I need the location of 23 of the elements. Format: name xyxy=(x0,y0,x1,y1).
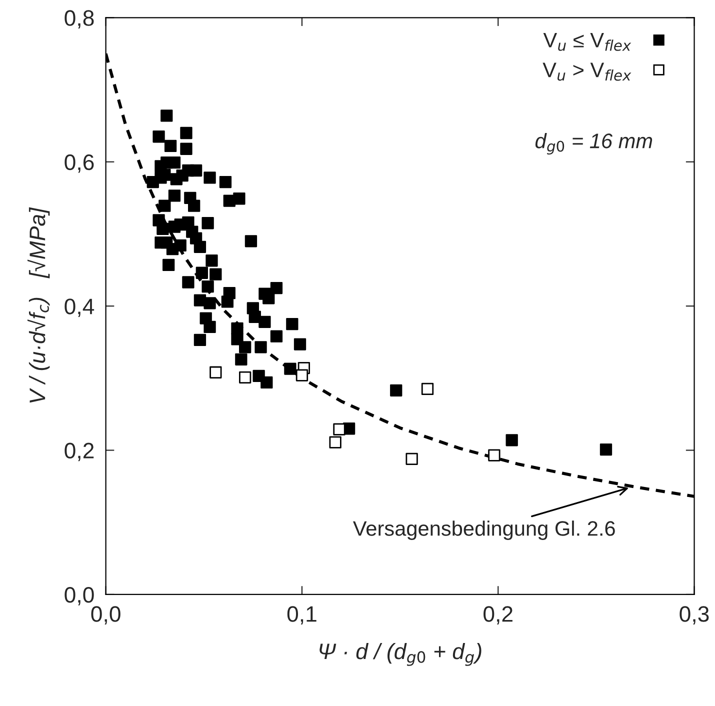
x-tick-label: 0,3 xyxy=(680,606,709,625)
point xyxy=(488,449,500,462)
point xyxy=(329,436,342,448)
point xyxy=(210,366,222,378)
y-tick-label: 0,2 xyxy=(64,442,94,462)
annotation: d$_{g0}$ = 16 mm xyxy=(535,133,652,155)
legend-label: V$_{u}$ > V$_{flex}$ xyxy=(542,62,632,81)
x-axis-title: Ψ · d / (d$_{g0}$ + d$_{g}$) xyxy=(320,642,482,666)
y-tick-label: 0,4 xyxy=(64,298,94,317)
y-tick-label: 0,0 xyxy=(64,586,94,606)
point xyxy=(406,452,418,465)
legend-label: V$_{u}$ ≤ V$_{flex}$ xyxy=(543,32,632,51)
point xyxy=(239,371,252,384)
point xyxy=(421,382,434,396)
y-tick-label: 0,8 xyxy=(64,10,94,29)
point xyxy=(296,369,308,382)
point xyxy=(333,423,346,436)
y-axis-title: V / (u·d√f$_{c}$) [√MPa] xyxy=(27,207,50,403)
x-tick-label: 0,0 xyxy=(91,606,120,625)
x-tick-label: 0,2 xyxy=(484,606,512,625)
annotation: Versagensbedingung Gl. 2.6 xyxy=(352,520,615,540)
y-tick-label: 0,6 xyxy=(64,154,94,173)
x-tick-label: 0,1 xyxy=(287,606,316,625)
